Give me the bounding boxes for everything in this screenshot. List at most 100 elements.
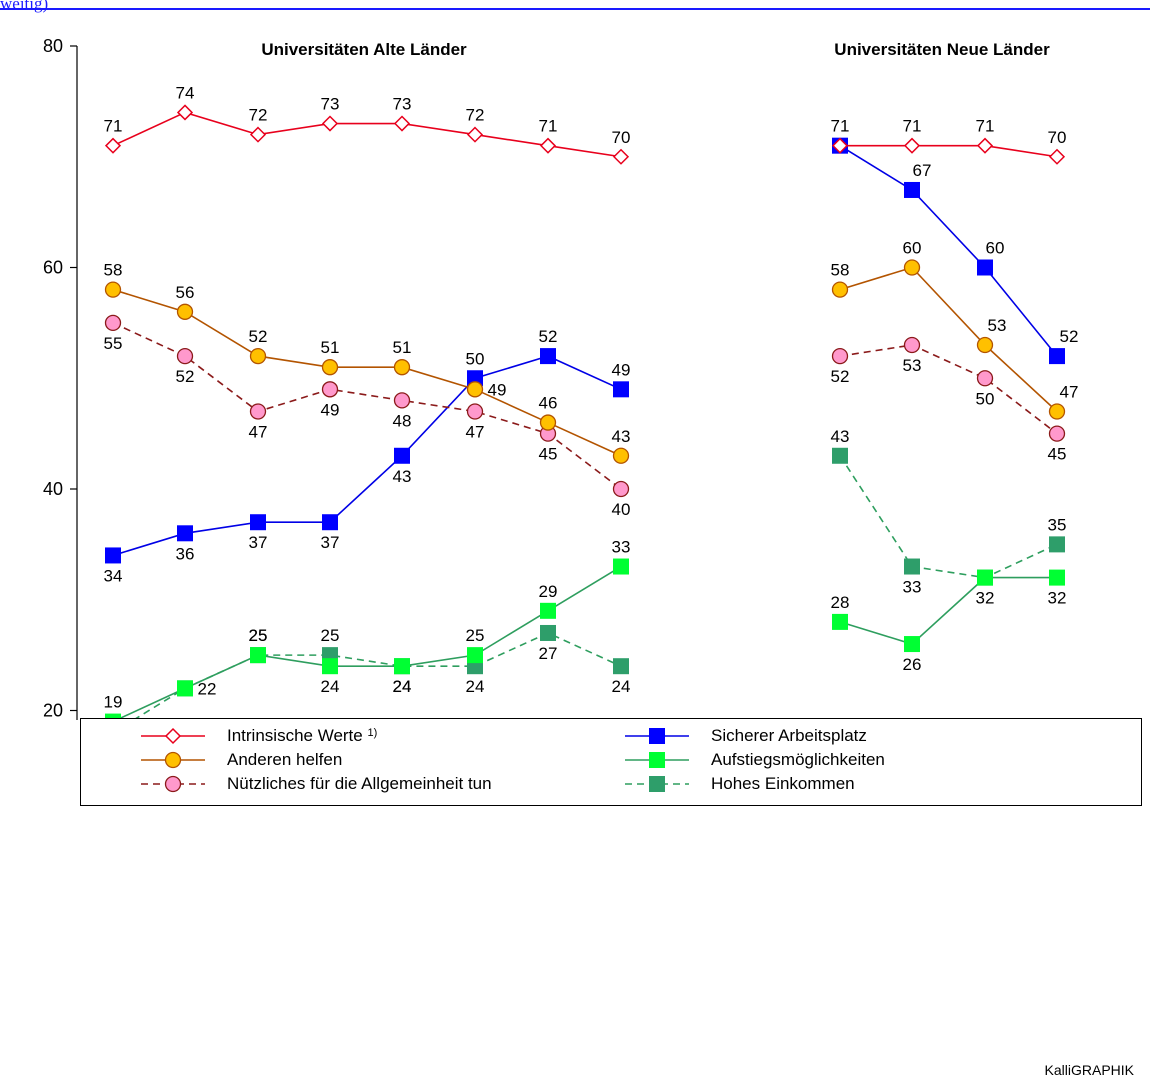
legend-item-advance: Aufstiegsmöglichkeiten xyxy=(625,749,885,771)
data-label-income: 35 xyxy=(1048,515,1067,534)
series-alte-help xyxy=(104,281,630,464)
data-label-income: 25 xyxy=(321,626,340,645)
data-label-help: 58 xyxy=(104,261,123,280)
series-line-income xyxy=(839,455,1058,579)
series-neue-income xyxy=(832,447,1065,586)
data-label-help: 58 xyxy=(831,261,850,280)
series-alte-useful xyxy=(104,314,630,498)
legend-marker-intrinsic xyxy=(164,727,182,745)
data-label-secure: 50 xyxy=(466,349,485,368)
data-label-secure: 34 xyxy=(104,566,123,585)
series-line-help xyxy=(112,288,622,457)
series-neue-useful xyxy=(831,336,1066,442)
data-point-secure xyxy=(105,547,121,564)
data-label-secure: 49 xyxy=(612,360,631,379)
data-point-income xyxy=(904,558,920,575)
data-point-intrinsic xyxy=(1048,148,1066,165)
data-point-useful xyxy=(104,314,122,332)
data-label-secure: 36 xyxy=(176,544,195,563)
series-alte-secure xyxy=(105,348,629,564)
legend-label-intrinsic: Intrinsische Werte xyxy=(227,726,363,745)
data-point-useful xyxy=(321,381,339,398)
data-label-secure: 37 xyxy=(249,533,268,552)
data-label-help: 49 xyxy=(488,380,507,399)
data-label-intrinsic: 71 xyxy=(831,117,850,136)
data-point-help xyxy=(539,414,557,431)
data-label-advance: 24 xyxy=(321,677,340,696)
y-tick-label: 80 xyxy=(43,36,63,56)
panel-title-alte-laender: Universitäten Alte Länder xyxy=(261,40,467,59)
data-label-advance: 26 xyxy=(903,655,922,674)
data-point-intrinsic xyxy=(976,137,994,154)
data-point-secure xyxy=(250,514,266,531)
data-point-useful xyxy=(1048,425,1066,442)
data-point-help xyxy=(1048,403,1066,420)
legend-label-useful: Nützliches für die Allgemeinheit tun xyxy=(227,774,492,793)
data-label-useful: 55 xyxy=(104,334,123,353)
data-label-advance: 29 xyxy=(539,582,558,601)
series-neue-advance xyxy=(832,569,1065,653)
data-point-secure xyxy=(904,181,920,198)
legend-item-intrinsic: Intrinsische Werte 1) xyxy=(141,725,377,747)
y-tick-label: 20 xyxy=(43,701,63,721)
data-point-help xyxy=(249,347,267,365)
series-line-useful xyxy=(112,322,622,490)
data-point-intrinsic xyxy=(831,137,849,154)
y-tick-label: 40 xyxy=(43,479,63,499)
legend-item-useful: Nützliches für die Allgemeinheit tun xyxy=(141,773,492,795)
data-point-secure xyxy=(1049,348,1065,365)
data-label-intrinsic: 74 xyxy=(176,83,195,102)
data-point-help xyxy=(903,259,921,276)
data-label-useful: 49 xyxy=(321,400,340,419)
data-label-advance: 25 xyxy=(249,626,268,645)
data-point-advance xyxy=(394,658,410,675)
data-label-intrinsic: 71 xyxy=(539,117,558,136)
legend-item-secure: Sicherer Arbeitsplatz xyxy=(625,725,867,747)
series-line-secure xyxy=(112,355,622,557)
data-label-help: 51 xyxy=(321,338,340,357)
chart-axes: 0204060801983198519871990199319951998200… xyxy=(43,36,78,721)
data-point-intrinsic xyxy=(249,126,267,143)
data-label-layer: 1825242724192225242425293334363737435052… xyxy=(104,83,1079,711)
data-label-income: 33 xyxy=(903,578,922,597)
legend-item-help: Anderen helfen xyxy=(141,749,342,771)
data-point-intrinsic xyxy=(104,137,122,154)
data-point-useful xyxy=(976,370,994,387)
series-line-intrinsic xyxy=(112,111,622,158)
series-line-intrinsic xyxy=(840,144,1058,158)
data-point-advance xyxy=(904,636,920,653)
series-line-advance xyxy=(114,565,622,720)
data-point-help xyxy=(612,447,630,464)
data-label-useful: 45 xyxy=(539,445,558,464)
data-point-advance xyxy=(832,613,848,630)
series-alte-income xyxy=(132,624,629,720)
data-point-help xyxy=(393,359,411,376)
data-label-useful: 47 xyxy=(466,422,485,441)
data-label-useful: 48 xyxy=(393,411,412,430)
panel-title-neue-laender: Universitäten Neue Länder xyxy=(834,40,1050,59)
data-point-useful xyxy=(249,403,267,420)
data-point-secure xyxy=(977,259,993,276)
legend-label-advance: Aufstiegsmöglichkeiten xyxy=(711,750,885,769)
data-label-help: 46 xyxy=(539,394,558,413)
data-point-advance xyxy=(613,558,629,575)
legend-marker-secure xyxy=(649,728,665,744)
data-label-secure: 67 xyxy=(913,161,932,180)
data-point-useful xyxy=(903,336,921,354)
data-point-secure xyxy=(322,514,338,531)
series-layer xyxy=(104,104,1066,720)
data-label-help: 60 xyxy=(903,239,922,258)
data-point-income xyxy=(540,624,556,641)
data-point-intrinsic xyxy=(539,137,557,154)
series-neue-help xyxy=(831,259,1066,420)
data-label-secure: 52 xyxy=(1060,327,1079,346)
data-label-useful: 52 xyxy=(176,367,195,386)
data-point-advance xyxy=(177,680,193,697)
data-label-advance: 25 xyxy=(466,626,485,645)
data-point-intrinsic xyxy=(176,104,194,121)
data-label-advance: 24 xyxy=(393,677,412,696)
legend-marker-advance xyxy=(649,752,665,768)
data-label-income: 24 xyxy=(393,677,412,696)
data-label-intrinsic: 72 xyxy=(466,106,485,125)
header-rule xyxy=(0,8,1150,10)
